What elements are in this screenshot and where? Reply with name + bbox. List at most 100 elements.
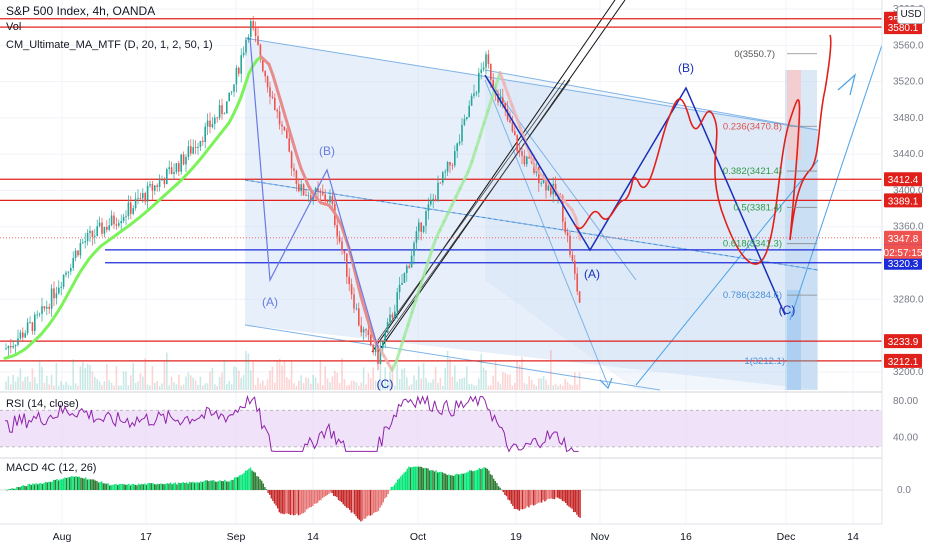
- candle-body: [163, 179, 166, 185]
- volume-bar: [456, 381, 458, 390]
- candle-body: [242, 52, 245, 56]
- macd-bar: [19, 487, 21, 490]
- volume-bar: [259, 383, 262, 390]
- volume-bar: [281, 365, 283, 390]
- volume-bar: [77, 385, 79, 390]
- macd-bar: [176, 484, 178, 490]
- price-tick: 3560.0: [893, 40, 924, 51]
- volume-bar: [139, 373, 142, 390]
- volume-bar: [545, 379, 547, 390]
- vol-legend[interactable]: Vol: [6, 21, 22, 33]
- macd-bar: [285, 490, 287, 514]
- macd-bar: [342, 490, 344, 505]
- candle-body: [322, 192, 324, 195]
- volume-bar: [370, 378, 372, 390]
- candle-body: [60, 286, 62, 288]
- ma-legend[interactable]: CM_Ultimate_MA_MTF (D, 20, 1, 2, 50, 1): [6, 39, 213, 51]
- candle-body: [108, 225, 110, 230]
- channel-shade-left: [245, 38, 818, 390]
- volume-bar: [367, 373, 370, 390]
- macd-bar: [211, 480, 213, 490]
- volume-bar: [533, 384, 535, 390]
- macd-bar: [53, 479, 55, 490]
- candle-body: [307, 195, 310, 197]
- volume-bar: [444, 367, 446, 390]
- candle-body: [281, 124, 283, 127]
- macd-bar: [313, 490, 316, 504]
- macd-bar: [547, 490, 549, 499]
- macd-bar: [238, 475, 240, 490]
- ma-segment: [442, 211, 450, 224]
- ma-segment: [398, 335, 406, 352]
- ma-segment: [295, 154, 303, 170]
- macd-bar: [502, 490, 504, 493]
- rsi-band: [0, 410, 882, 447]
- candle-body: [562, 196, 564, 222]
- candle-body: [89, 230, 91, 234]
- macd-bar: [54, 479, 56, 490]
- candle-body: [401, 282, 403, 285]
- volume-bar: [516, 360, 518, 390]
- macd-bar: [165, 483, 167, 490]
- rsi-line: [4, 394, 579, 453]
- fib-label: 0.382(3421.4): [723, 166, 782, 177]
- price-tick: 3440.0: [893, 149, 924, 160]
- volume-bar: [158, 385, 161, 390]
- macd-legend[interactable]: MACD 4C (12, 26): [6, 462, 97, 474]
- volume-bar: [115, 366, 118, 390]
- volume-bar: [538, 378, 540, 390]
- macd-bar: [390, 486, 392, 490]
- candle-body: [122, 216, 125, 222]
- ma-segment: [287, 127, 295, 144]
- volume-bar: [523, 382, 526, 390]
- volume-bar: [34, 377, 36, 390]
- volume-bar: [415, 380, 418, 390]
- macd-bar: [305, 490, 308, 510]
- candle-body: [487, 54, 490, 64]
- volume-bar: [470, 384, 473, 390]
- candle-body: [192, 147, 194, 154]
- ma-segment: [231, 105, 239, 117]
- candle-body: [415, 231, 418, 243]
- candle-body: [170, 167, 173, 174]
- macd-bar: [5, 489, 7, 490]
- candle-body: [372, 345, 374, 353]
- candle-body: [50, 288, 53, 309]
- candle-body: [266, 76, 269, 88]
- currency-button[interactable]: USD: [897, 6, 925, 24]
- candle-body: [547, 185, 550, 191]
- candle-body: [538, 166, 540, 184]
- ma-segment: [291, 140, 299, 158]
- macd-bar: [45, 481, 47, 490]
- chart-title[interactable]: S&P 500 Index, 4h, OANDA: [6, 4, 156, 18]
- candle-body: [31, 322, 34, 332]
- rsi-pane[interactable]: 80.00 40.00: [0, 391, 918, 453]
- macd-bar: [560, 490, 562, 500]
- macd-bar: [195, 482, 197, 490]
- macd-bar: [481, 468, 484, 490]
- ma-segment: [570, 208, 578, 220]
- candle-body: [526, 156, 528, 165]
- macd-bar: [333, 490, 335, 496]
- ma-segment: [426, 248, 434, 264]
- macd-bar: [99, 482, 101, 490]
- volume-bar: [252, 361, 254, 390]
- macd-bar: [227, 481, 229, 490]
- candle-body: [348, 276, 350, 285]
- fib-label: 0.786(3284.6): [723, 290, 782, 301]
- macd-pane[interactable]: 0.0: [0, 457, 911, 522]
- countdown-tag: 02:57:15: [884, 248, 923, 259]
- ma-segment: [518, 125, 526, 140]
- candle-body: [77, 250, 79, 256]
- candle-body: [197, 146, 199, 148]
- rsi-legend[interactable]: RSI (14, close): [6, 398, 79, 410]
- volume-bar: [564, 378, 566, 390]
- macd-bar: [417, 466, 420, 490]
- macd-bar: [246, 470, 248, 490]
- wave-abc-2: [484, 74, 786, 316]
- macd-bar: [355, 490, 357, 517]
- candle-body: [511, 122, 514, 132]
- candle-body: [53, 288, 55, 299]
